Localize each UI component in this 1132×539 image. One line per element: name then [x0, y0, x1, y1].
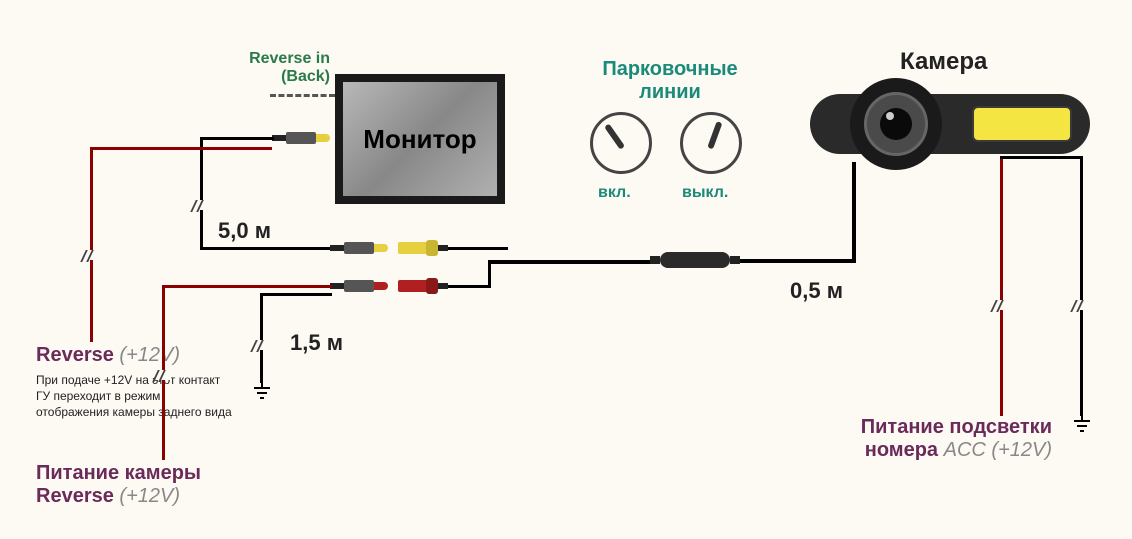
camera-assembly: [810, 84, 1090, 164]
video-wire-h1: [200, 137, 274, 140]
cam-wire-v: [852, 162, 856, 263]
camera-lens-glint: [886, 112, 894, 120]
dip-off-circle: [680, 112, 742, 174]
reverse-in-label: Reverse in (Back): [240, 50, 330, 86]
rca-plug-video-monitor: [272, 130, 332, 146]
right-ground-break: [1073, 300, 1089, 310]
ground-icon-left: [252, 383, 272, 401]
rca-jack-video: [398, 240, 448, 256]
reverse-label: Reverse: [36, 344, 114, 366]
monitor-label: Монитор: [363, 124, 476, 155]
parking-lines-t1: Парковочные: [602, 58, 737, 80]
length-1-5m: 1,5 м: [290, 330, 343, 356]
reverse-wire-v: [90, 147, 93, 342]
plate-power-break: [993, 300, 1009, 310]
dip-off-switch: [707, 121, 722, 149]
reverse-in-text: Reverse in: [249, 50, 330, 67]
rca-jack-power: [398, 278, 448, 294]
inline-connector: [660, 252, 730, 268]
plate-power-label: Питание подсветки номера ACC (+12V): [792, 416, 1052, 462]
camera-lens-inner: [880, 108, 912, 140]
merge-wire-r: [448, 285, 488, 288]
ground-icon-right: [1072, 416, 1092, 434]
dip-off-label: выкл.: [682, 184, 728, 202]
cam-wire-h: [740, 259, 855, 263]
merge-wire-y: [448, 247, 508, 250]
plate-power-wire-v: [1000, 156, 1003, 416]
reverse-val: (+12V): [119, 344, 180, 366]
reverse-in-dashed-wire: [270, 94, 335, 97]
reverse-back-text: (Back): [281, 68, 330, 85]
parking-lines-title: Парковочные линии: [580, 58, 760, 104]
reverse-note: При подаче +12V на этот контакт ГУ перех…: [36, 372, 256, 421]
camera-lamp: [972, 106, 1072, 142]
cam-power-wire-h: [162, 285, 332, 288]
cam-ground-v: [260, 293, 263, 383]
video-wire-v1: [200, 137, 203, 247]
length-0-5m: 0,5 м: [790, 278, 843, 304]
rca-plug-video-lower: [330, 240, 390, 256]
cam-ground-h: [260, 293, 332, 296]
dip-on-label: вкл.: [598, 184, 631, 202]
dip-on-switch: [604, 123, 625, 149]
monitor: Монитор: [335, 74, 505, 204]
reverse-wire-break: [83, 250, 99, 260]
cam-ground-break: [253, 340, 269, 350]
reverse-label-row: Reverse (+12V): [36, 344, 180, 367]
video-wire-break: [193, 200, 209, 210]
right-ground-h: [1000, 156, 1083, 159]
dip-on-circle: [590, 112, 652, 174]
length-5m: 5,0 м: [218, 218, 271, 244]
video-wire-h2: [200, 247, 332, 250]
cam-power-break: [155, 370, 171, 380]
reverse-wire-h: [90, 147, 272, 150]
rca-plug-power: [330, 278, 390, 294]
merge-wire-main: [488, 260, 660, 264]
right-ground-v: [1080, 156, 1083, 416]
parking-lines-t2: линии: [639, 81, 701, 103]
merge-wire-rv: [488, 260, 491, 288]
camera-title: Камера: [900, 48, 987, 76]
cam-power-label: Питание камеры Reverse (+12V): [36, 462, 201, 508]
